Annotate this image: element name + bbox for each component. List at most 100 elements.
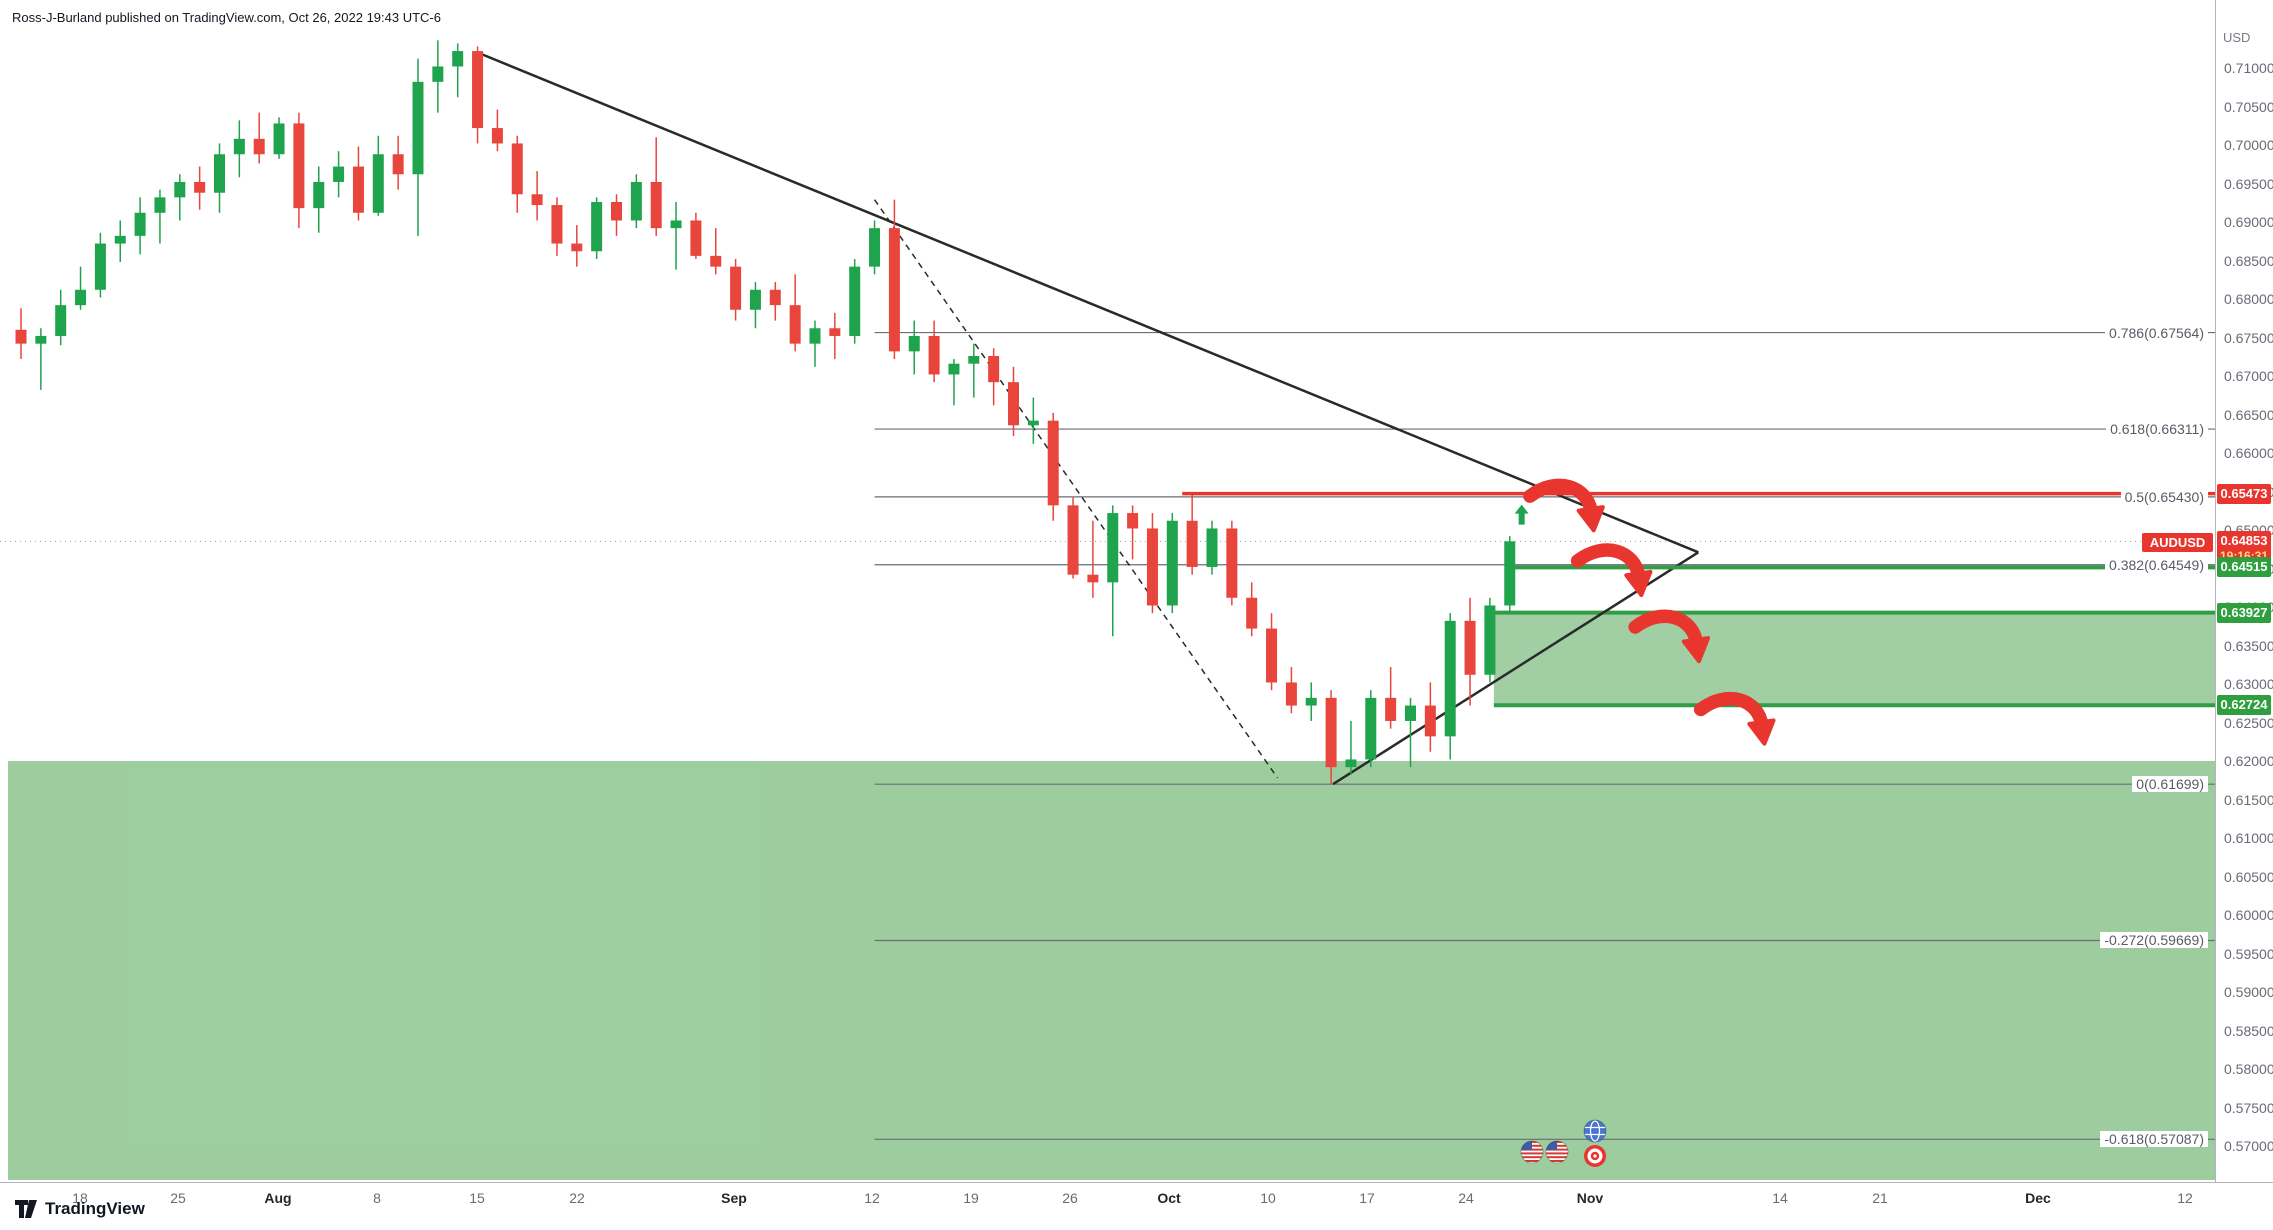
- red-down-arrow[interactable]: [1628, 604, 1711, 664]
- currency-label: USD: [2223, 30, 2251, 45]
- price-tick: 0.70500: [2224, 98, 2273, 115]
- candle-body: [650, 181, 662, 229]
- time-tick: 17: [1359, 1190, 1375, 1206]
- candle-body: [392, 154, 404, 175]
- red-down-arrow[interactable]: [1523, 473, 1606, 533]
- candle-body: [432, 66, 444, 82]
- candle-body: [1146, 528, 1158, 606]
- descending-trendline[interactable]: [481, 52, 1699, 554]
- candle-body: [849, 266, 861, 336]
- price-tick: 0.59000: [2224, 984, 2273, 1000]
- price-tick: 0.69500: [2224, 175, 2273, 192]
- tradingview-logo-text: TradingView: [45, 1199, 145, 1218]
- candle-body: [472, 51, 484, 129]
- candle-body: [869, 228, 881, 267]
- fib-level-label: 0.618(0.66311): [2106, 421, 2208, 438]
- candle-body: [352, 166, 364, 213]
- price-tick: 0.70000: [2224, 137, 2273, 153]
- time-tick: 8: [373, 1190, 381, 1206]
- price-tick: 0.68000: [2224, 291, 2273, 307]
- support-zone-lower[interactable]: [8, 761, 2215, 1180]
- tradingview-logo-icon: [15, 1200, 37, 1218]
- candle-body: [1365, 697, 1377, 760]
- time-tick: 26: [1062, 1190, 1078, 1206]
- candle-body: [690, 220, 702, 256]
- price-axis[interactable]: 0.71000 0.70500 0.70000 0.69500 0.69000 0.685…: [2215, 0, 2273, 1182]
- candle-body: [769, 289, 781, 306]
- price-tick: 0.67500: [2224, 329, 2273, 346]
- candle-body: [253, 138, 265, 155]
- time-tick: 22: [569, 1190, 585, 1206]
- time-tick: Sep: [721, 1190, 747, 1206]
- candle-body: [888, 228, 900, 352]
- fib-base-dashed-line[interactable]: [873, 199, 1279, 779]
- candle-body: [1226, 528, 1238, 598]
- time-axis[interactable]: 18 25 Aug 8 15 22 Sep 12 19 26 Oct 10 17 24 Nov 14 21 Dec…: [0, 1182, 2273, 1230]
- candle-body: [1087, 574, 1099, 583]
- time-tick: 14: [1772, 1190, 1788, 1206]
- time-tick: Dec: [2025, 1190, 2051, 1206]
- candle-body: [908, 335, 920, 352]
- fib-level-label: 0.5(0.65430): [2120, 488, 2208, 505]
- attribution-text: Ross-J-Burland published on TradingView.…: [12, 10, 441, 25]
- emoji-sticker-target[interactable]: [1584, 1145, 1606, 1167]
- candle-body: [1424, 705, 1436, 737]
- price-tick: 0.63000: [2224, 676, 2273, 692]
- time-tick: Aug: [264, 1190, 292, 1206]
- candle-body: [1008, 382, 1019, 426]
- price-tick: 0.69000: [2224, 214, 2273, 230]
- candle-body: [1464, 620, 1476, 675]
- time-tick: Oct: [1157, 1190, 1181, 1206]
- red-down-arrow[interactable]: [1693, 687, 1777, 746]
- tradingview-logo[interactable]: TradingView: [14, 1197, 145, 1221]
- candle-body: [1325, 697, 1337, 768]
- candle-body: [1305, 697, 1317, 706]
- candle-body: [134, 212, 146, 236]
- price-tick: 0.62500: [2224, 714, 2273, 731]
- time-tick: Nov: [1576, 1190, 1604, 1206]
- demand-zone[interactable]: [1493, 612, 2215, 706]
- candle-body: [1285, 682, 1297, 706]
- candle-body: [313, 181, 325, 209]
- price-tick: 0.67000: [2224, 368, 2273, 384]
- price-tick: 0.59500: [2224, 945, 2273, 962]
- price-tick: 0.57500: [2224, 1099, 2273, 1116]
- candle-body: [571, 243, 583, 252]
- candle-body: [194, 181, 206, 193]
- price-tick: 0.68500: [2224, 252, 2273, 269]
- price-tag-zone-top: 0.63927: [2217, 603, 2271, 624]
- price-tick: 0.66500: [2224, 406, 2273, 423]
- candle-body: [1444, 620, 1456, 737]
- emoji-sticker-flag[interactable]: [1520, 1140, 1544, 1164]
- candle-body: [1405, 705, 1416, 721]
- candle-body: [968, 355, 980, 364]
- time-tick: 25: [170, 1190, 186, 1206]
- red-down-arrow[interactable]: [1570, 538, 1653, 598]
- price-tag-zone-bottom: 0.62724: [2217, 695, 2271, 716]
- candle-body: [591, 201, 603, 252]
- candle-body: [1484, 605, 1496, 675]
- candle-body: [372, 154, 384, 213]
- fib-level-label: -0.272(0.59669): [2100, 932, 2208, 949]
- price-tick: 0.57000: [2224, 1138, 2273, 1154]
- candle-body: [988, 355, 1000, 383]
- up-arrow-marker[interactable]: [1514, 504, 1529, 525]
- price-tag-fib382: 0.64515: [2217, 557, 2271, 578]
- time-tick: 21: [1872, 1190, 1888, 1206]
- candle-body: [1206, 528, 1218, 567]
- emoji-sticker-flag[interactable]: [1545, 1140, 1569, 1164]
- emoji-sticker-globe[interactable]: [1583, 1119, 1607, 1143]
- candle-body: [412, 81, 424, 175]
- candle-body: [55, 305, 67, 336]
- candle-body: [551, 205, 563, 244]
- candle-body: [511, 143, 523, 195]
- candle-body: [789, 305, 801, 344]
- price-tick: 0.71000: [2224, 60, 2273, 76]
- candle-body: [749, 289, 761, 310]
- candle-body: [214, 154, 225, 193]
- fib-level-label: 0(0.61699): [2132, 776, 2208, 793]
- time-tick: 12: [864, 1190, 880, 1206]
- candle-body: [730, 266, 742, 310]
